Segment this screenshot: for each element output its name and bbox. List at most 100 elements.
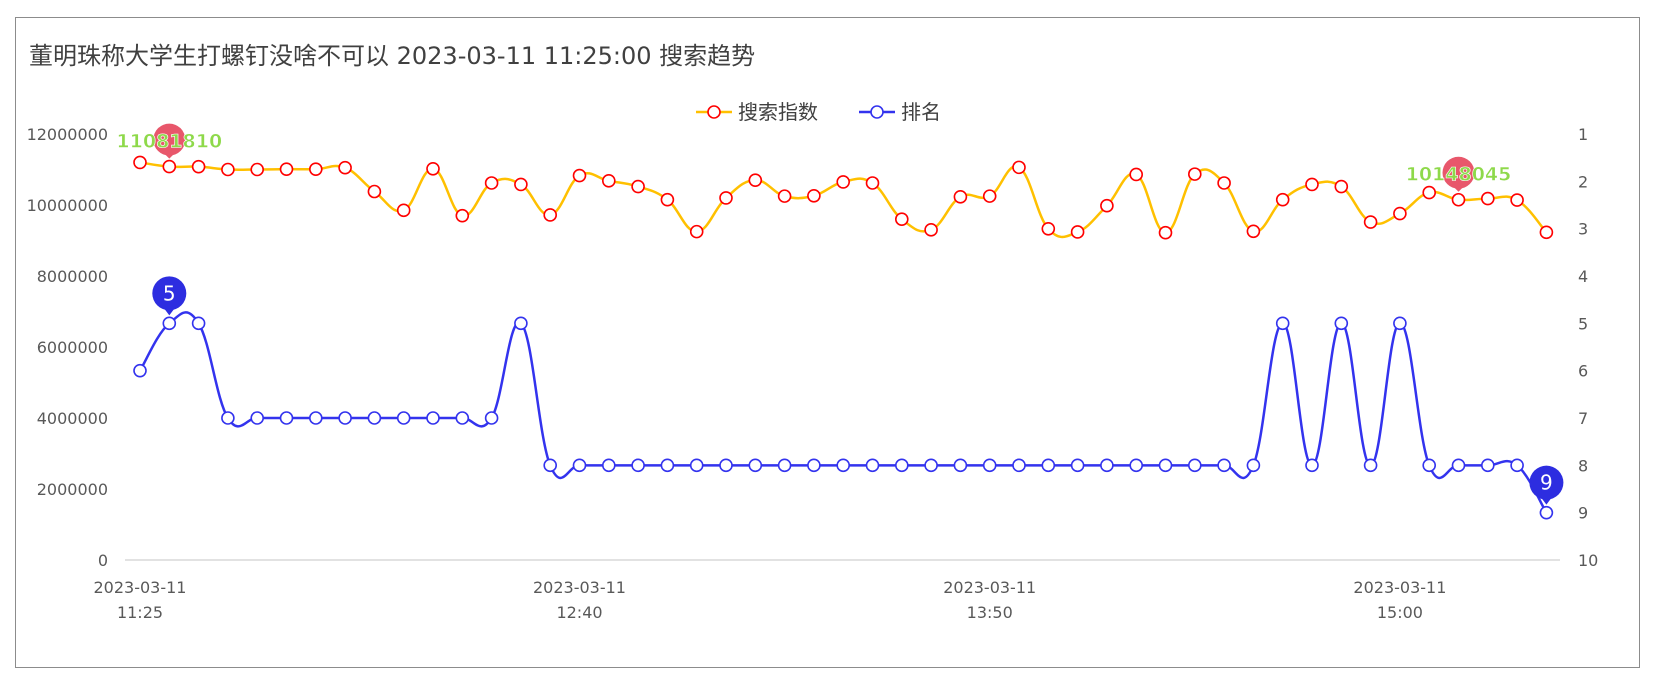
- rank-legend-marker: [870, 105, 884, 119]
- chart-frame: [15, 17, 1640, 668]
- search-index-point: [133, 155, 147, 170]
- rank-point: [1158, 458, 1173, 473]
- search-index-point: [1012, 160, 1026, 175]
- search-index-point: [865, 176, 880, 190]
- rank-point: [338, 411, 352, 425]
- search-index-point: [572, 168, 587, 183]
- search-index-legend-marker: [707, 105, 721, 119]
- search-index-point: [807, 188, 821, 203]
- y-right-tick-label: 7: [1578, 409, 1588, 428]
- rank-point: [689, 458, 704, 473]
- rank-point: [572, 458, 587, 473]
- rank-point: [1246, 458, 1261, 473]
- rank-point: [1217, 458, 1231, 473]
- search-index-point: [455, 208, 470, 223]
- y-left-tick-label: 4000000: [37, 409, 108, 428]
- rank-point: [1451, 458, 1466, 473]
- y-right-tick-label: 9: [1578, 504, 1588, 523]
- rank-point: [748, 458, 763, 473]
- search-index-point: [1188, 167, 1202, 181]
- rank-point: [660, 458, 675, 473]
- rank-point: [1305, 458, 1319, 473]
- y-right-tick-label: 8: [1578, 456, 1588, 475]
- search-index-line: [139, 161, 1548, 239]
- rank-point: [1041, 458, 1056, 473]
- y-right-tick-label: 2: [1578, 172, 1588, 191]
- x-tick-time-label: 13:50: [967, 603, 1013, 622]
- search-index-point: [1217, 176, 1231, 190]
- rank-point: [1334, 316, 1349, 331]
- x-tick-date-label: 2023-03-11: [533, 578, 626, 597]
- rank-annotation-label: 9: [1540, 471, 1553, 495]
- search-index-point: [1129, 167, 1143, 182]
- rank-point: [308, 411, 323, 425]
- rank-point: [777, 458, 792, 473]
- x-tick-date-label: 2023-03-11: [1353, 578, 1446, 597]
- rank-point: [484, 411, 499, 425]
- y-right-tick-label: 6: [1578, 362, 1588, 381]
- rank-point: [982, 458, 997, 473]
- search-index-point: [631, 179, 645, 194]
- x-tick-time-label: 15:00: [1377, 603, 1423, 622]
- rank-point: [367, 411, 382, 425]
- search-index-point: [308, 162, 323, 176]
- search-index-point: [689, 224, 704, 239]
- search-index-pin: [1442, 156, 1475, 189]
- y-right-tick-label: 1: [1578, 125, 1588, 144]
- search-index-point: [1510, 193, 1524, 207]
- search-index-point: [543, 208, 558, 222]
- search-index-legend-label: 搜索指数: [738, 100, 818, 124]
- rank-line: [138, 311, 1548, 514]
- search-index-point: [367, 184, 382, 199]
- chart-title: 董明珠称大学生打螺钉没啥不可以 2023-03-11 11:25:00 搜索趋势: [29, 42, 756, 70]
- rank-point: [953, 458, 968, 473]
- search-index-point: [426, 161, 440, 176]
- search-index-point: [777, 189, 792, 203]
- search-index-point: [719, 191, 733, 205]
- search-index-point: [953, 190, 968, 204]
- search-index-point: [396, 203, 411, 218]
- rank-point: [279, 411, 294, 425]
- y-right-tick-label: 10: [1578, 551, 1598, 570]
- y-left-tick-label: 2000000: [37, 480, 108, 499]
- rank-point: [1510, 458, 1524, 473]
- search-index-point: [1158, 225, 1173, 240]
- rank-point: [865, 458, 880, 473]
- search-index-point: [221, 162, 235, 177]
- x-tick-date-label: 2023-03-11: [943, 578, 1036, 597]
- rank-point: [396, 411, 411, 425]
- rank-point: [221, 411, 235, 425]
- search-index-point: [1539, 225, 1554, 240]
- rank-point: [924, 458, 938, 473]
- rank-point: [250, 411, 265, 425]
- rank-point: [1539, 505, 1554, 520]
- rank-point: [543, 458, 558, 473]
- rank-point: [1129, 458, 1143, 473]
- y-right-tick-label: 5: [1578, 314, 1588, 333]
- y-left-tick-label: 0: [98, 551, 108, 570]
- search-index-point: [162, 159, 177, 174]
- search-index-point: [250, 162, 265, 177]
- rank-point: [1393, 316, 1407, 331]
- search-index-point: [1481, 191, 1495, 206]
- rank-pin: [152, 276, 187, 311]
- rank-point: [426, 411, 440, 425]
- search-index-point: [1070, 225, 1085, 239]
- rank-pin: [1529, 465, 1564, 500]
- rank-point: [807, 458, 821, 473]
- rank-point: [133, 363, 147, 378]
- search-index-point: [1334, 179, 1349, 194]
- y-left-tick-label: 12000000: [27, 125, 108, 144]
- rank-point: [162, 316, 177, 331]
- rank-point: [1012, 458, 1026, 473]
- rank-point: [1100, 458, 1114, 473]
- search-index-point: [191, 159, 206, 174]
- rank-point: [1188, 458, 1202, 473]
- search-index-point: [924, 223, 938, 237]
- x-tick-time-label: 12:40: [556, 603, 602, 622]
- rank-point: [1422, 458, 1436, 473]
- search-index-point: [1451, 192, 1466, 207]
- rank-point: [836, 458, 851, 473]
- y-left-tick-label: 8000000: [37, 267, 108, 286]
- search-index-point: [514, 177, 528, 192]
